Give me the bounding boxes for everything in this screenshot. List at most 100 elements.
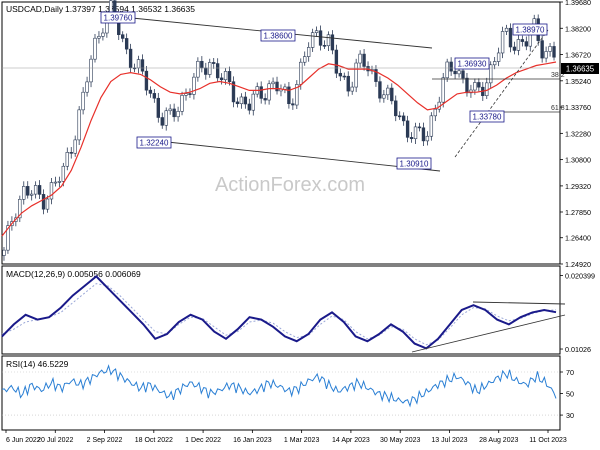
candle-body — [413, 126, 418, 140]
candle-body — [22, 186, 26, 200]
price-label-text: 1.36930 — [458, 60, 487, 69]
candle-body — [390, 87, 394, 102]
macd-upper-trendline — [472, 301, 566, 305]
price-label-bg — [136, 136, 172, 149]
candle-body — [548, 46, 552, 52]
price-y-tick-label: 1.32280 — [565, 129, 591, 138]
candle-body — [354, 62, 358, 88]
x-tick-label: 16 Jan 2023 — [233, 437, 272, 444]
candle-body — [208, 62, 212, 75]
candle-body — [512, 46, 517, 51]
candle-body — [89, 58, 93, 83]
candle-body — [26, 186, 30, 196]
candle-body — [93, 37, 97, 60]
candle-body — [219, 77, 224, 81]
candle-body — [29, 193, 34, 196]
candle-body — [275, 81, 279, 92]
candle-body — [314, 30, 319, 33]
candle-body — [295, 84, 299, 106]
candle-body — [271, 81, 275, 85]
candle-body — [492, 61, 497, 66]
macd-line — [1, 275, 557, 350]
candle-body — [394, 100, 398, 117]
candle-body — [152, 93, 157, 99]
candle-body — [73, 139, 77, 154]
candle-body — [346, 75, 350, 92]
fib-retrace-dashed — [454, 29, 549, 158]
candle-body — [429, 115, 434, 137]
candle-body — [504, 27, 509, 32]
x-tick-label: 18 Oct 2022 — [135, 437, 173, 444]
channel-lower-line — [157, 140, 441, 172]
candle-body — [417, 126, 422, 129]
candle-body — [136, 59, 141, 69]
chart-title: USDCAD,Daily — [6, 4, 64, 14]
candle-body — [342, 75, 346, 78]
candle-body — [37, 185, 42, 195]
candle-body — [101, 32, 105, 37]
fib-label-38: 38.2 — [551, 72, 565, 79]
candle-body — [69, 152, 73, 154]
candle-body — [144, 70, 149, 91]
candle-body — [453, 70, 457, 75]
candle-body — [2, 249, 6, 256]
candle-body — [477, 82, 481, 88]
rsi-plot-area — [1, 355, 561, 431]
candle-body — [18, 199, 22, 219]
watermark: ActionForex.com — [215, 174, 365, 196]
candle-body — [496, 52, 501, 62]
price-panel: USDCAD,Daily 1.37397 1.37594 1.36532 1.3… — [1, 0, 599, 269]
candle-body — [350, 86, 354, 92]
candle-body — [306, 47, 311, 57]
candle-body — [465, 77, 469, 94]
price-label-box: 1.30910 — [396, 157, 432, 170]
candle-body — [421, 127, 426, 142]
x-tick-label: 13 Jul 2023 — [431, 437, 467, 444]
candle-body — [457, 70, 461, 75]
price-y-tick-label: 1.26400 — [565, 234, 591, 243]
candle-body — [398, 115, 402, 118]
candle-body — [263, 98, 267, 101]
price-label-box: 1.32240 — [136, 136, 172, 149]
rsi-panel: RSI(14) 46.5229 70 50 30 — [1, 355, 574, 431]
candle-body — [433, 108, 437, 117]
candle-body — [445, 61, 449, 79]
candle-body — [53, 181, 58, 184]
candle-body — [374, 69, 378, 82]
candle-body — [212, 62, 216, 64]
price-y-tick-label: 1.36720 — [565, 51, 591, 60]
price-y-tick-label: 1.33760 — [565, 103, 591, 112]
candlestick-series — [2, 0, 556, 261]
candle-body — [65, 152, 69, 167]
price-label-box: 1.38970 — [512, 23, 548, 36]
macd-axis: 0.020399 0.01026 — [560, 271, 595, 354]
candle-body — [184, 93, 188, 96]
candle-body — [401, 115, 406, 122]
chart-ohlc: 1.37397 1.37594 1.36532 1.36635 — [65, 4, 195, 14]
candle-body — [540, 40, 544, 59]
x-tick-label: 2 Sep 2022 — [87, 437, 123, 444]
last-price-tag-bg — [561, 63, 599, 74]
macd-y-tick-label: 0.01026 — [565, 345, 591, 354]
candle-body — [310, 32, 315, 48]
candle-body — [303, 56, 307, 63]
x-tick-label: 14 Apr 2023 — [332, 437, 370, 444]
candle-body — [223, 71, 228, 81]
candle-body — [204, 67, 208, 75]
candle-body — [188, 93, 192, 95]
candle-body — [425, 135, 430, 142]
candle-body — [283, 86, 287, 90]
candle-body — [291, 103, 295, 106]
price-label-text: 1.33780 — [473, 113, 502, 122]
candle-body — [520, 39, 525, 42]
last-price-tag: 1.36635 — [561, 63, 599, 74]
rsi-y-tick-label: 70 — [566, 368, 574, 377]
price-label-text: 1.32240 — [140, 139, 169, 148]
candle-body — [386, 87, 390, 96]
fib-label-61: 61.8 — [551, 105, 565, 112]
x-tick-label: 1 Mar 2023 — [284, 437, 320, 444]
candle-body — [409, 137, 414, 140]
rsi-axis: 70 50 30 — [2, 368, 574, 420]
candle-body — [322, 45, 327, 47]
